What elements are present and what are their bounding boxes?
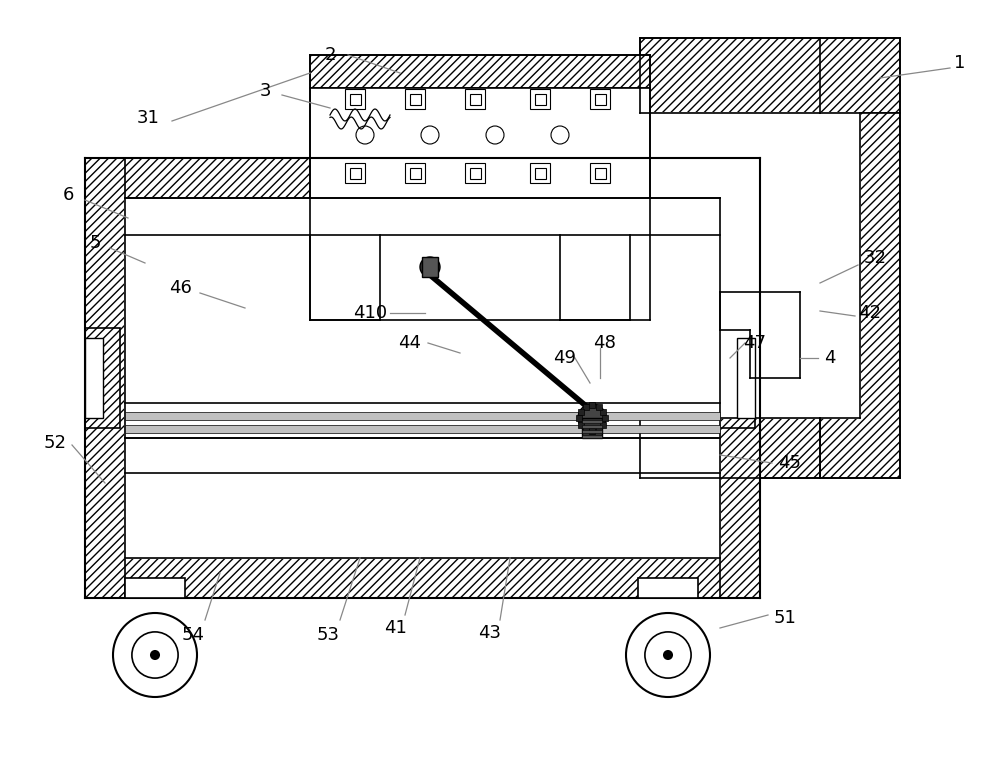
Bar [465, 163, 485, 183]
Bar [820, 113, 860, 418]
Bar [410, 94, 421, 104]
Circle shape [150, 650, 160, 660]
Bar [125, 403, 720, 438]
Bar [582, 418, 602, 438]
Bar [600, 421, 606, 427]
Bar [640, 418, 820, 478]
Bar [640, 113, 820, 418]
Text: 4: 4 [824, 349, 836, 367]
Bar [638, 578, 698, 598]
Bar [589, 428, 595, 434]
Bar [410, 168, 421, 179]
Text: 47: 47 [744, 334, 767, 352]
Text: 2: 2 [324, 46, 336, 64]
Bar [720, 158, 760, 598]
Bar [125, 198, 720, 235]
Bar [125, 412, 720, 420]
Text: 52: 52 [44, 434, 67, 452]
Text: 44: 44 [399, 334, 422, 352]
Bar [470, 168, 481, 179]
Bar [750, 330, 800, 378]
Bar [350, 94, 361, 104]
Bar [594, 94, 606, 104]
Text: 42: 42 [858, 304, 882, 322]
Bar [578, 421, 584, 427]
Bar [534, 94, 546, 104]
Bar [125, 425, 720, 433]
Bar [640, 38, 900, 113]
Text: 43: 43 [479, 624, 502, 642]
Bar [310, 287, 650, 320]
Bar [85, 338, 103, 418]
Bar [596, 404, 602, 410]
Bar [85, 158, 125, 598]
Bar [590, 89, 610, 109]
Bar [530, 163, 550, 183]
Bar [534, 168, 546, 179]
Bar [582, 404, 588, 410]
Text: 51: 51 [774, 609, 796, 627]
Text: 53: 53 [317, 626, 340, 644]
Bar [85, 158, 760, 198]
Bar [582, 426, 588, 432]
Bar [582, 435, 602, 438]
Bar [589, 402, 595, 408]
Bar [596, 426, 602, 432]
Bar [576, 415, 582, 421]
Circle shape [420, 257, 440, 277]
Bar [578, 408, 584, 414]
Text: 45: 45 [778, 454, 802, 472]
Bar [310, 55, 650, 88]
Bar [310, 235, 380, 320]
Text: 6: 6 [62, 186, 74, 204]
Bar [820, 113, 900, 478]
Bar [594, 168, 606, 179]
Bar [582, 430, 602, 433]
Bar [530, 89, 550, 109]
Text: 32: 32 [864, 249, 887, 267]
Text: 5: 5 [89, 234, 101, 252]
Bar [600, 408, 606, 414]
Bar [350, 168, 361, 179]
Bar [582, 420, 602, 423]
Bar [720, 292, 800, 330]
Circle shape [578, 404, 606, 432]
Bar [125, 198, 720, 558]
Bar [602, 415, 608, 421]
Bar [737, 338, 755, 418]
Bar [465, 89, 485, 109]
Text: 410: 410 [353, 304, 387, 322]
Text: 41: 41 [384, 619, 406, 637]
Text: 48: 48 [594, 334, 616, 352]
Bar [560, 235, 630, 320]
Bar [470, 94, 481, 104]
Text: 3: 3 [259, 82, 271, 100]
Text: 46: 46 [169, 279, 191, 297]
Bar [125, 578, 185, 598]
Bar [720, 328, 755, 428]
Bar [582, 425, 602, 428]
Bar [345, 89, 365, 109]
Bar [345, 163, 365, 183]
Bar [310, 88, 650, 287]
Bar [125, 438, 720, 473]
Text: 31: 31 [137, 109, 159, 127]
Bar [405, 89, 425, 109]
Bar [85, 328, 120, 428]
Text: 1: 1 [954, 54, 966, 72]
Text: 54: 54 [182, 626, 205, 644]
Text: 49: 49 [554, 349, 576, 367]
Bar [405, 163, 425, 183]
Bar [85, 558, 760, 598]
Bar [380, 235, 560, 320]
Bar [422, 257, 438, 277]
Circle shape [663, 650, 673, 660]
Bar [590, 163, 610, 183]
